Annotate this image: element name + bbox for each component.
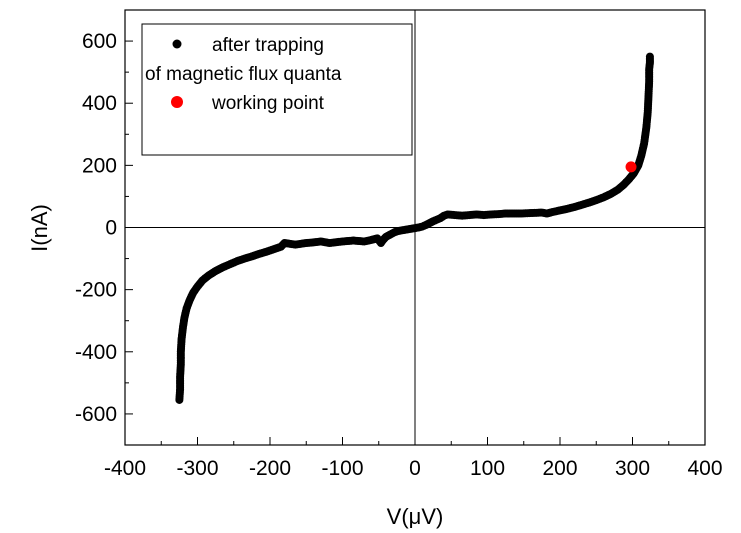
x-tick-label: 0 xyxy=(409,457,421,480)
y-tick-label: -200 xyxy=(75,279,117,302)
x-axis-label: V(μV) xyxy=(387,504,444,529)
x-tick-label: -300 xyxy=(176,457,218,480)
x-tick-label: -100 xyxy=(321,457,363,480)
x-tick-label: -400 xyxy=(104,457,146,480)
axis-ticks xyxy=(124,9,706,446)
y-tick-label: 400 xyxy=(82,92,117,115)
y-tick-label: -400 xyxy=(75,341,117,364)
legend-label-working-point: working point xyxy=(211,93,325,114)
legend-box xyxy=(141,23,413,156)
legend-marker-working-point xyxy=(171,96,183,108)
data-point xyxy=(645,52,654,61)
data-points xyxy=(175,52,654,404)
y-tick-label: 600 xyxy=(82,30,117,53)
legend-label-after-trapping: after trapping xyxy=(212,35,324,56)
legend: after trapping of magnetic flux quanta w… xyxy=(141,23,413,156)
y-tick-label: 0 xyxy=(105,217,117,240)
x-tick-label: 300 xyxy=(615,457,650,480)
x-tick-label: 100 xyxy=(470,457,505,480)
x-tick-label: 400 xyxy=(687,457,722,480)
y-tick-labels: -600 -400 -200 0 200 400 600 xyxy=(75,30,117,426)
x-tick-label: -200 xyxy=(249,457,291,480)
y-axis-label: I(nA) xyxy=(27,204,52,252)
y-tick-label: 200 xyxy=(82,154,117,177)
x-tick-labels: -400 -300 -200 -100 0 100 200 300 400 xyxy=(104,457,723,480)
x-tick-label: 200 xyxy=(542,457,577,480)
legend-marker-after-trapping xyxy=(172,39,182,49)
legend-label-flux-quanta: of magnetic flux quanta xyxy=(145,64,342,85)
y-tick-label: -600 xyxy=(75,403,117,426)
working-point-marker xyxy=(625,161,637,173)
